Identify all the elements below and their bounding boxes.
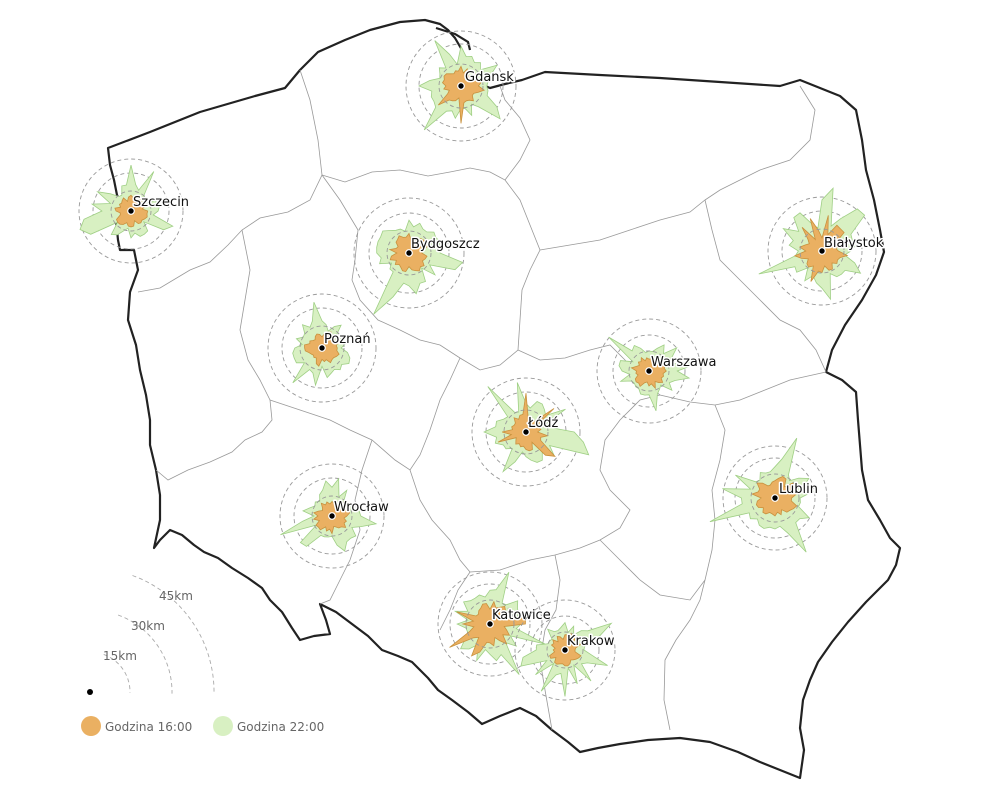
city-marker bbox=[328, 512, 336, 520]
scale-label-30: 30km bbox=[131, 619, 165, 633]
scale-ring-30 bbox=[117, 614, 173, 694]
isochrone-ring-inner bbox=[299, 325, 345, 371]
isochrone-ring-inner bbox=[438, 63, 484, 109]
city-label: Łódź bbox=[527, 416, 559, 431]
isochrone-ring-3 bbox=[279, 463, 385, 569]
isochrone-ring-3 bbox=[514, 599, 616, 701]
isochrone-ring-2 bbox=[449, 583, 531, 665]
city-marker bbox=[486, 620, 494, 628]
city-label: Białystok bbox=[824, 236, 884, 251]
isochrone-ring-3 bbox=[78, 158, 184, 264]
city-bialystok: Białystok bbox=[758, 187, 885, 306]
city-lodz: Łódź bbox=[471, 377, 590, 487]
city-label: Katowice bbox=[492, 608, 551, 623]
scale-label-45: 45km bbox=[159, 589, 193, 603]
region-borders bbox=[137, 69, 827, 731]
city-warszawa: Warszawa bbox=[596, 318, 718, 424]
city-label: Krakow bbox=[567, 634, 615, 649]
isochrone-ring-inner bbox=[750, 473, 800, 523]
hel-peninsula bbox=[435, 26, 472, 51]
city-marker bbox=[405, 249, 413, 257]
city-marker bbox=[561, 646, 569, 654]
legend: Godzina 16:00 Godzina 22:00 bbox=[81, 716, 324, 736]
city-label: Gdansk bbox=[465, 70, 514, 85]
isochrone-ring-3 bbox=[437, 571, 543, 677]
isochrone-ring-inner bbox=[465, 599, 515, 649]
isochrone-ring-2 bbox=[281, 307, 363, 389]
isochrone-ring-3 bbox=[353, 197, 465, 309]
isochrone-ring-3 bbox=[722, 445, 828, 551]
distance-scale: 15km 30km 45km bbox=[87, 575, 215, 695]
city-poznan: Poznań bbox=[267, 293, 377, 403]
isochrone-ring-3 bbox=[267, 293, 377, 403]
city-gdansk: Gdansk bbox=[405, 30, 517, 142]
isochrone-ring-inner bbox=[628, 350, 670, 392]
city-label: Warszawa bbox=[651, 355, 717, 370]
isochrone-ring-inner bbox=[546, 631, 584, 669]
isochrone-ring-2 bbox=[530, 615, 600, 685]
legend-label-22: Godzina 22:00 bbox=[237, 720, 324, 734]
isochrone-ring-inner bbox=[110, 190, 152, 232]
city-szczecin: Szczecin bbox=[78, 158, 191, 264]
scale-ring-15 bbox=[103, 653, 131, 693]
legend-swatch-16 bbox=[81, 716, 101, 736]
isochrone-ring-2 bbox=[734, 457, 816, 539]
isochrone-ring-2 bbox=[368, 212, 450, 294]
city-marker bbox=[318, 344, 326, 352]
reach-area-16 bbox=[497, 393, 556, 457]
isochrone-ring-inner bbox=[503, 409, 549, 455]
isochrone-ring-inner bbox=[799, 228, 845, 274]
scale-label-15: 15km bbox=[103, 649, 137, 663]
city-katowice: Katowice bbox=[437, 571, 552, 677]
isochrone-ring-2 bbox=[293, 477, 371, 555]
isochrone-ring-inner bbox=[386, 230, 432, 276]
city-label: Lublin bbox=[779, 482, 818, 497]
city-label: Wrocław bbox=[334, 500, 389, 515]
city-marker bbox=[771, 494, 779, 502]
city-lublin: Lublin bbox=[709, 437, 828, 553]
isochrone-ring-3 bbox=[405, 30, 517, 142]
city-krakow: Krakow bbox=[514, 599, 616, 701]
city-marker bbox=[522, 428, 530, 436]
scale-ring-45 bbox=[132, 575, 215, 695]
city-marker bbox=[645, 367, 653, 375]
isochrone-ring-2 bbox=[781, 210, 863, 292]
legend-swatch-22 bbox=[213, 716, 233, 736]
isochrone-ring-inner bbox=[311, 495, 353, 537]
reach-area-16 bbox=[449, 600, 526, 657]
isochrone-ring-3 bbox=[596, 318, 702, 424]
city-wroclaw: Wrocław bbox=[279, 463, 391, 569]
city-marker bbox=[127, 207, 135, 215]
city-bydgoszcz: Bydgoszcz bbox=[353, 197, 481, 315]
scale-origin-dot bbox=[87, 689, 93, 695]
isochrone-ring-2 bbox=[418, 43, 504, 129]
city-marker bbox=[457, 82, 465, 90]
isochrone-ring-3 bbox=[471, 377, 581, 487]
cities-layer: Gdansk Szczecin Bydgoszcz Białystok Poznań Wa… bbox=[78, 30, 885, 701]
city-label: Szczecin bbox=[133, 195, 189, 210]
legend-label-16: Godzina 16:00 bbox=[105, 720, 192, 734]
city-label: Poznań bbox=[324, 332, 371, 347]
isochrone-ring-2 bbox=[612, 334, 686, 408]
isochrone-ring-3 bbox=[767, 196, 877, 306]
reach-area-16 bbox=[437, 65, 486, 124]
city-label: Bydgoszcz bbox=[411, 237, 480, 252]
city-marker bbox=[818, 247, 826, 255]
